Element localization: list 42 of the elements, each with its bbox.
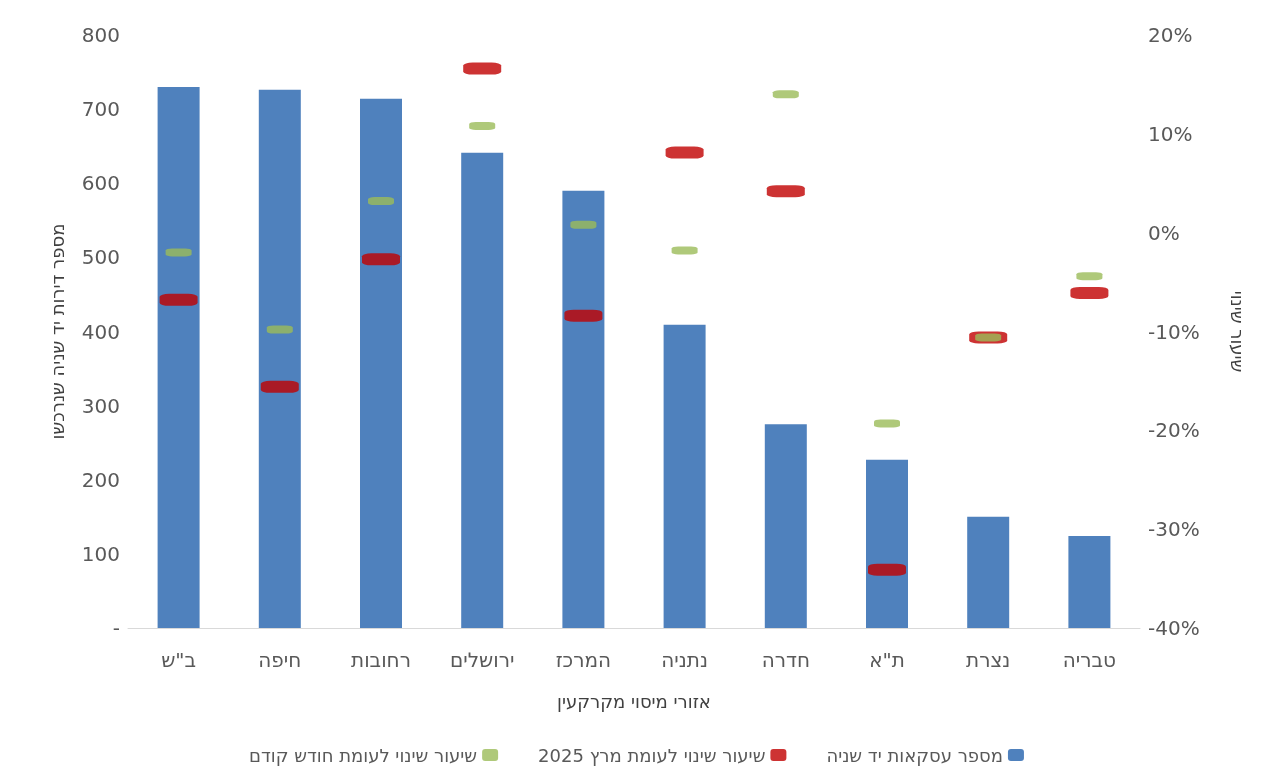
y-tick-label: 200 xyxy=(81,467,120,492)
legend-label: שיעור שינוי לעומת חודש קודם xyxy=(249,744,478,766)
x-tick-label: ב"ש xyxy=(161,648,197,672)
y2-tick-label: 0% xyxy=(1148,220,1180,245)
x-tick-label: טבריה xyxy=(1062,648,1117,672)
x-tick-label: ירושלים xyxy=(449,648,515,672)
legend-label: שיעור שינוי לעומת מרץ 2025 xyxy=(538,744,766,766)
y2-axis-title: שיעור שינוי xyxy=(1226,290,1248,373)
bar xyxy=(1068,536,1111,628)
y-tick-label: 100 xyxy=(81,541,120,566)
y-tick-label: 800 xyxy=(81,23,120,47)
y2-tick-label: -20% xyxy=(1148,418,1200,443)
bar xyxy=(157,86,200,628)
x-tick-label: חיפה xyxy=(258,648,302,672)
y-tick-label: 600 xyxy=(81,171,120,196)
x-tick-label: רחובות xyxy=(351,648,411,672)
x-tick-label: המרכז xyxy=(555,648,612,672)
legend-label: מספר עסקאות יד שניה xyxy=(826,744,1003,766)
x-axis-title: אזורי מיסוי מקרקעין xyxy=(557,690,711,712)
y2-tick-label: -30% xyxy=(1148,517,1200,542)
y-tick-label: 500 xyxy=(81,245,120,270)
bar xyxy=(360,98,402,628)
bar xyxy=(967,516,1010,628)
y-tick-label: 700 xyxy=(81,97,120,122)
bar xyxy=(562,190,605,628)
y-tick-label: 400 xyxy=(81,319,120,344)
x-tick-label: נצרת xyxy=(966,648,1011,672)
y2-tick-label: 20% xyxy=(1148,23,1193,47)
bar xyxy=(663,324,706,628)
bar xyxy=(866,459,908,628)
y-axis-title: מספר דירות יד שניה שנרכשו xyxy=(46,223,68,440)
y-tick-label: - xyxy=(112,616,120,640)
x-tick-label: ת"א xyxy=(869,648,905,672)
bar xyxy=(764,424,807,628)
y-tick-label: 300 xyxy=(81,393,120,418)
x-tick-label: נתניה xyxy=(661,648,708,672)
bar xyxy=(461,152,504,628)
bar xyxy=(258,89,301,628)
y2-tick-label: 10% xyxy=(1148,121,1193,146)
x-tick-label: חדרה xyxy=(761,648,810,672)
y2-tick-label: -10% xyxy=(1148,319,1200,344)
y2-tick-label: -40% xyxy=(1148,616,1200,640)
